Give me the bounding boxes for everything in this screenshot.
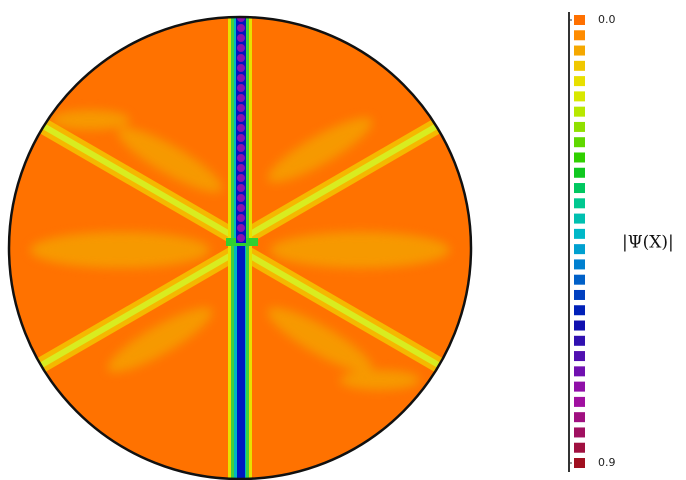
colorbar-swatch	[574, 198, 585, 209]
colorbar-swatch	[574, 167, 585, 178]
colorbar-swatch	[574, 412, 585, 423]
colorbar-swatch	[574, 427, 585, 438]
colorbar-swatch	[574, 274, 585, 285]
colorbar-swatch	[574, 320, 585, 331]
colorbar-swatch	[574, 351, 585, 362]
colorbar-swatch	[574, 60, 585, 71]
colorbar-swatch	[574, 228, 585, 239]
colorbar-swatch	[574, 30, 585, 41]
colorbar-swatch	[574, 305, 585, 316]
colorbar-swatch	[574, 381, 585, 392]
colorbar-swatch	[574, 15, 585, 25]
colorbar-swatch	[574, 289, 585, 300]
colorbar-label: |Ψ(X)|	[622, 233, 674, 253]
colorbar-swatch	[574, 458, 585, 468]
colorbar-swatch	[574, 106, 585, 117]
colorbar-swatch	[574, 244, 585, 255]
colorbar-tick-label: 0.9	[598, 456, 616, 469]
colorbar-swatch	[574, 366, 585, 377]
colorbar-swatch	[574, 335, 585, 346]
colorbar-swatch	[574, 213, 585, 224]
colorbar-tick-label: 0.0	[598, 13, 616, 26]
colorbar-swatch	[574, 76, 585, 87]
colorbar-swatch	[574, 121, 585, 132]
colorbar-swatch	[574, 442, 585, 453]
colorbar-swatch	[574, 137, 585, 148]
colorbar-swatch	[574, 45, 585, 56]
colorbar-swatch	[574, 259, 585, 270]
colorbar-swatch	[574, 396, 585, 407]
colorbar-swatch	[574, 152, 585, 163]
colorbar-swatch	[574, 183, 585, 194]
colorbar-swatch	[574, 91, 585, 102]
domain-boundary	[7, 15, 473, 480]
